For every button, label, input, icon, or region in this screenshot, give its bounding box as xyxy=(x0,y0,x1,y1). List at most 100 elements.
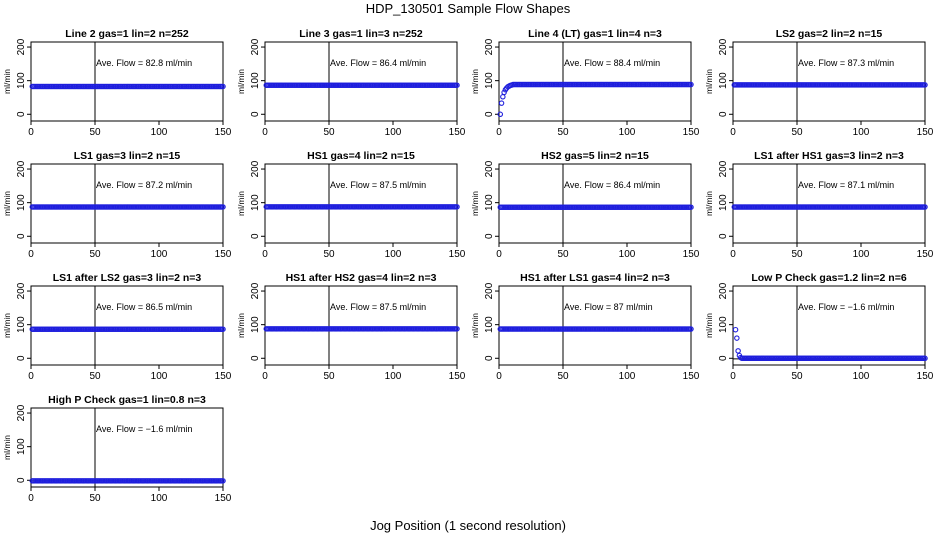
x-tick-label: 50 xyxy=(557,371,569,382)
data-point xyxy=(688,326,694,332)
x-tick-label: 0 xyxy=(28,493,34,504)
y-tick-label: 200 xyxy=(718,38,729,55)
y-tick-label: 200 xyxy=(16,160,27,177)
x-tick-label: 50 xyxy=(323,249,335,260)
x-tick-label: 150 xyxy=(449,127,466,138)
y-tick-label: 200 xyxy=(250,282,261,299)
panel-9: LS1 after LS2 gas=3 lin=2 n=3 ml/min 0 100 2… xyxy=(2,272,232,382)
x-tick-label: 0 xyxy=(496,249,502,260)
panel-4: LS2 gas=2 lin=2 n=15 ml/min 0 100 200 0 50 100 1… xyxy=(704,28,934,138)
y-tick-label: 200 xyxy=(718,282,729,299)
data-points xyxy=(29,326,226,332)
x-tick-label: 150 xyxy=(215,249,232,260)
x-tick-label: 150 xyxy=(917,249,934,260)
y-tick-label: 100 xyxy=(484,72,495,89)
average-flow-annotation: Ave. Flow = 88.4 ml/min xyxy=(564,58,660,68)
x-tick-label: 100 xyxy=(385,371,402,382)
y-axis-label: ml/min xyxy=(470,69,480,94)
data-point xyxy=(688,204,694,210)
y-axis-label: ml/min xyxy=(2,435,12,460)
y-tick-label: 100 xyxy=(718,316,729,333)
panel-3: Line 4 (LT) gas=1 lin=4 n=3 ml/min 0 100 200… xyxy=(470,28,700,138)
panel-7: HS2 gas=5 lin=2 n=15 ml/min 0 100 200 0 50 100 1… xyxy=(470,150,700,260)
y-tick-label: 0 xyxy=(484,111,495,117)
y-tick-label: 100 xyxy=(16,438,27,455)
y-tick-label: 0 xyxy=(16,233,27,239)
y-tick-label: 0 xyxy=(16,111,27,117)
y-axis-label: ml/min xyxy=(236,313,246,338)
panel-11: HS1 after LS1 gas=4 lin=2 n=3 ml/min 0 100 2… xyxy=(470,272,700,382)
average-flow-annotation: Ave. Flow = 82.8 ml/min xyxy=(96,58,192,68)
data-point xyxy=(688,81,694,88)
average-flow-annotation: Ave. Flow = −1.6 ml/min xyxy=(96,424,192,434)
x-tick-label: 0 xyxy=(28,371,34,382)
data-points xyxy=(263,82,460,88)
y-tick-label: 0 xyxy=(484,355,495,361)
panel-8: LS1 after HS1 gas=3 lin=2 n=3 ml/min 0 100 2… xyxy=(704,150,934,260)
data-point xyxy=(497,111,504,118)
x-tick-label: 50 xyxy=(791,371,803,382)
data-point xyxy=(454,82,460,88)
x-tick-label: 100 xyxy=(853,249,870,260)
x-tick-label: 150 xyxy=(683,249,700,260)
average-flow-annotation: Ave. Flow = 86.4 ml/min xyxy=(564,180,660,190)
x-tick-label: 50 xyxy=(557,127,569,138)
data-points xyxy=(29,478,226,484)
plot-frame xyxy=(732,285,926,366)
panel-10: HS1 after HS2 gas=4 lin=2 n=3 ml/min 0 100 2… xyxy=(236,272,466,382)
x-tick-label: 150 xyxy=(683,371,700,382)
data-points xyxy=(732,326,928,362)
x-tick-label: 50 xyxy=(89,371,101,382)
y-axis-label: ml/min xyxy=(470,191,480,216)
panel-title: LS2 gas=2 lin=2 n=15 xyxy=(776,28,883,40)
panel-12: Low P Check gas=1.2 lin=2 n=6 ml/min 0 100 2… xyxy=(704,272,934,382)
y-tick-label: 0 xyxy=(16,477,27,483)
x-tick-label: 150 xyxy=(917,371,934,382)
y-tick-label: 200 xyxy=(250,160,261,177)
x-tick-label: 100 xyxy=(385,249,402,260)
panel-title: HS1 after HS2 gas=4 lin=2 n=3 xyxy=(286,272,437,284)
plot-frame xyxy=(30,285,224,366)
x-tick-label: 0 xyxy=(262,249,268,260)
data-point xyxy=(220,478,226,484)
data-point xyxy=(454,204,460,210)
data-point xyxy=(498,100,505,106)
y-tick-label: 200 xyxy=(16,38,27,55)
y-tick-label: 100 xyxy=(718,194,729,211)
panel-title: LS1 gas=3 lin=2 n=15 xyxy=(74,150,181,162)
y-tick-label: 100 xyxy=(250,72,261,89)
y-axis-label: ml/min xyxy=(2,69,12,94)
y-tick-label: 200 xyxy=(484,282,495,299)
y-tick-label: 100 xyxy=(250,316,261,333)
panel-title: HS1 after LS1 gas=4 lin=2 n=3 xyxy=(520,272,670,284)
average-flow-annotation: Ave. Flow = 87.5 ml/min xyxy=(330,180,426,190)
y-axis-label: ml/min xyxy=(470,313,480,338)
average-flow-annotation: Ave. Flow = 86.4 ml/min xyxy=(330,58,426,68)
data-points xyxy=(29,204,226,210)
data-points xyxy=(731,82,928,88)
panel-2: Line 3 gas=1 lin=3 n=252 ml/min 0 100 200 0 50… xyxy=(236,28,466,138)
x-tick-label: 100 xyxy=(151,371,168,382)
y-tick-label: 100 xyxy=(484,316,495,333)
data-point xyxy=(732,326,739,333)
y-tick-label: 0 xyxy=(250,355,261,361)
y-tick-label: 0 xyxy=(718,111,729,117)
y-tick-label: 200 xyxy=(718,160,729,177)
data-points xyxy=(497,204,694,210)
x-tick-label: 150 xyxy=(683,127,700,138)
panel-13: High P Check gas=1 lin=0.8 n=3 ml/min 0 100… xyxy=(2,394,232,504)
y-tick-label: 200 xyxy=(16,404,27,421)
x-tick-label: 150 xyxy=(449,249,466,260)
y-tick-label: 0 xyxy=(250,111,261,117)
panel-title: LS1 after LS2 gas=3 lin=2 n=3 xyxy=(53,272,202,284)
plot-frame xyxy=(264,163,458,244)
x-tick-label: 50 xyxy=(791,249,803,260)
panel-title: Line 2 gas=1 lin=2 n=252 xyxy=(65,28,189,40)
y-axis-label: ml/min xyxy=(704,313,714,338)
panel-title: HS1 gas=4 lin=2 n=15 xyxy=(307,150,415,162)
x-tick-label: 0 xyxy=(262,371,268,382)
y-tick-label: 0 xyxy=(16,355,27,361)
data-points xyxy=(29,83,226,90)
x-tick-label: 50 xyxy=(323,127,335,138)
